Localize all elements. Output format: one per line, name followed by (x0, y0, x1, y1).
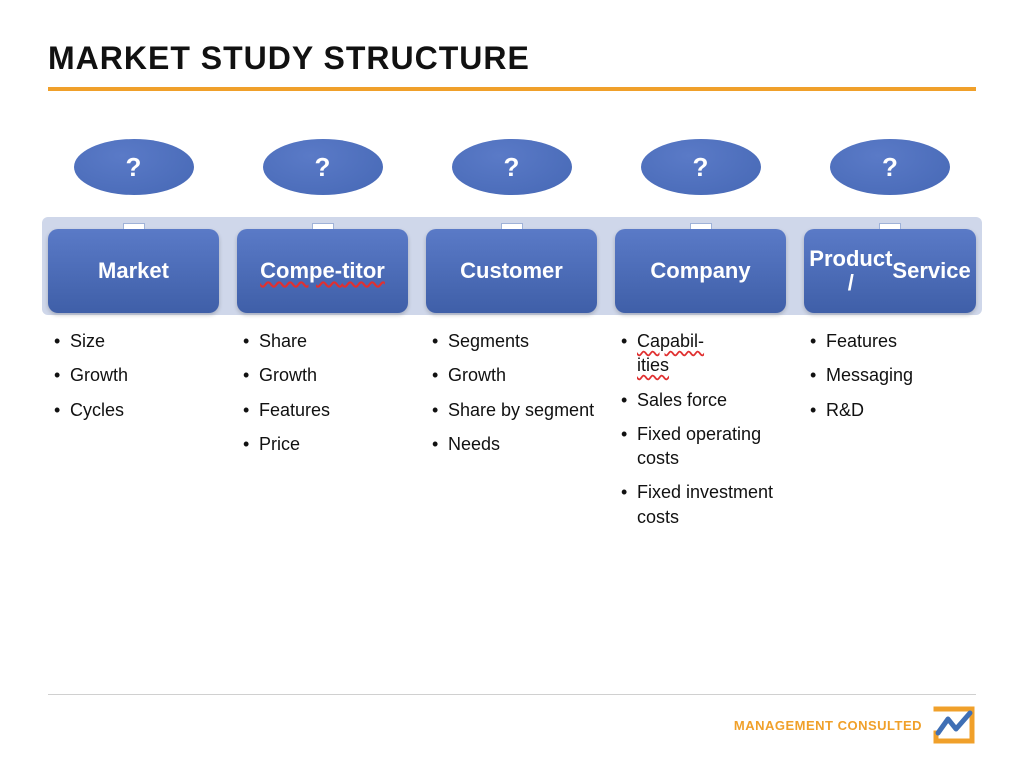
column: ? Product /Service Features Messaging R&D (804, 139, 976, 539)
card-label-part: Company (650, 259, 750, 283)
bullet-text: Growth (448, 365, 506, 385)
card-label-part: Product / (809, 247, 892, 295)
bullet-text: R&D (826, 400, 864, 420)
slide: MARKET STUDY STRUCTURE ? Market Size Growth… (0, 0, 1024, 763)
bullet-item: Growth (243, 363, 408, 387)
category-card: Company (615, 229, 786, 313)
card-label-part: Customer (460, 259, 563, 283)
bullet-item: Features (243, 398, 408, 422)
bullet-item: Messaging (810, 363, 976, 387)
bullet-text: Price (259, 434, 300, 454)
tab-notch (312, 223, 334, 229)
column: ? Customer Segments Growth Share by segment N… (426, 139, 597, 539)
bullet-text: Sales force (637, 390, 727, 410)
bullet-item: Growth (54, 363, 219, 387)
bullet-text: Size (70, 331, 105, 351)
category-card: Compe-titor (237, 229, 408, 313)
category-card: Product /Service (804, 229, 976, 313)
bullet-list: Segments Growth Share by segment Needs (426, 329, 597, 466)
bullet-text: Share (259, 331, 307, 351)
bullet-text: ities (637, 355, 669, 375)
bullet-list: Capabil-ities Sales force Fixed operating … (615, 329, 786, 539)
brand-logo-icon (932, 705, 976, 745)
tab-notch (879, 223, 901, 229)
page-title: MARKET STUDY STRUCTURE (48, 40, 976, 77)
brand-text: MANAGEMENT CONSULTED (734, 718, 922, 733)
column: ? Compe-titor Share Growth Features Price (237, 139, 408, 539)
bullet-item: Share (243, 329, 408, 353)
card-label-part: titor (342, 259, 385, 283)
bullet-text: Features (259, 400, 330, 420)
bullet-text: Fixed investment costs (637, 482, 773, 526)
bullet-item: Segments (432, 329, 597, 353)
card-label-part: Compe- (260, 259, 342, 283)
bullet-list: Features Messaging R&D (804, 329, 976, 432)
bullet-item: Price (243, 432, 408, 456)
bullet-item: Needs (432, 432, 597, 456)
bullet-text: Capabil- (637, 331, 704, 351)
question-ellipse: ? (452, 139, 572, 195)
question-ellipse: ? (74, 139, 194, 195)
logo-line (938, 713, 970, 733)
footer: MANAGEMENT CONSULTED (48, 694, 976, 745)
bullet-text: Cycles (70, 400, 124, 420)
question-ellipse: ? (830, 139, 950, 195)
bullet-text: Segments (448, 331, 529, 351)
column: ? Company Capabil-ities Sales force Fixed op… (615, 139, 786, 539)
bullet-text: Growth (259, 365, 317, 385)
bullet-item: Sales force (621, 388, 786, 412)
bullet-item: Features (810, 329, 976, 353)
tab-notch (690, 223, 712, 229)
bullet-text: Messaging (826, 365, 913, 385)
tab-notch (123, 223, 145, 229)
bullet-text: Growth (70, 365, 128, 385)
question-ellipse: ? (263, 139, 383, 195)
bullet-item: Growth (432, 363, 597, 387)
card-label-part: Service (892, 259, 970, 283)
chart-area: ? Market Size Growth Cycles? Compe-titor Share… (48, 139, 976, 659)
bullet-item: Share by segment (432, 398, 597, 422)
question-ellipse: ? (641, 139, 761, 195)
bullet-text: Fixed operating costs (637, 424, 761, 468)
tab-notch (501, 223, 523, 229)
category-card: Market (48, 229, 219, 313)
bullet-item: Fixed operating costs (621, 422, 786, 471)
bullet-text: Needs (448, 434, 500, 454)
column: ? Market Size Growth Cycles (48, 139, 219, 539)
bullet-list: Share Growth Features Price (237, 329, 408, 466)
bullet-text: Share by segment (448, 400, 594, 420)
card-label-part: Market (98, 259, 169, 283)
bullet-item: Capabil-ities (621, 329, 786, 378)
bullet-text: Features (826, 331, 897, 351)
bullet-list: Size Growth Cycles (48, 329, 219, 432)
columns-row: ? Market Size Growth Cycles? Compe-titor Share… (48, 139, 976, 539)
bullet-item: Size (54, 329, 219, 353)
title-rule (48, 87, 976, 91)
bullet-item: Cycles (54, 398, 219, 422)
bullet-item: R&D (810, 398, 976, 422)
bullet-item: Fixed investment costs (621, 480, 786, 529)
category-card: Customer (426, 229, 597, 313)
